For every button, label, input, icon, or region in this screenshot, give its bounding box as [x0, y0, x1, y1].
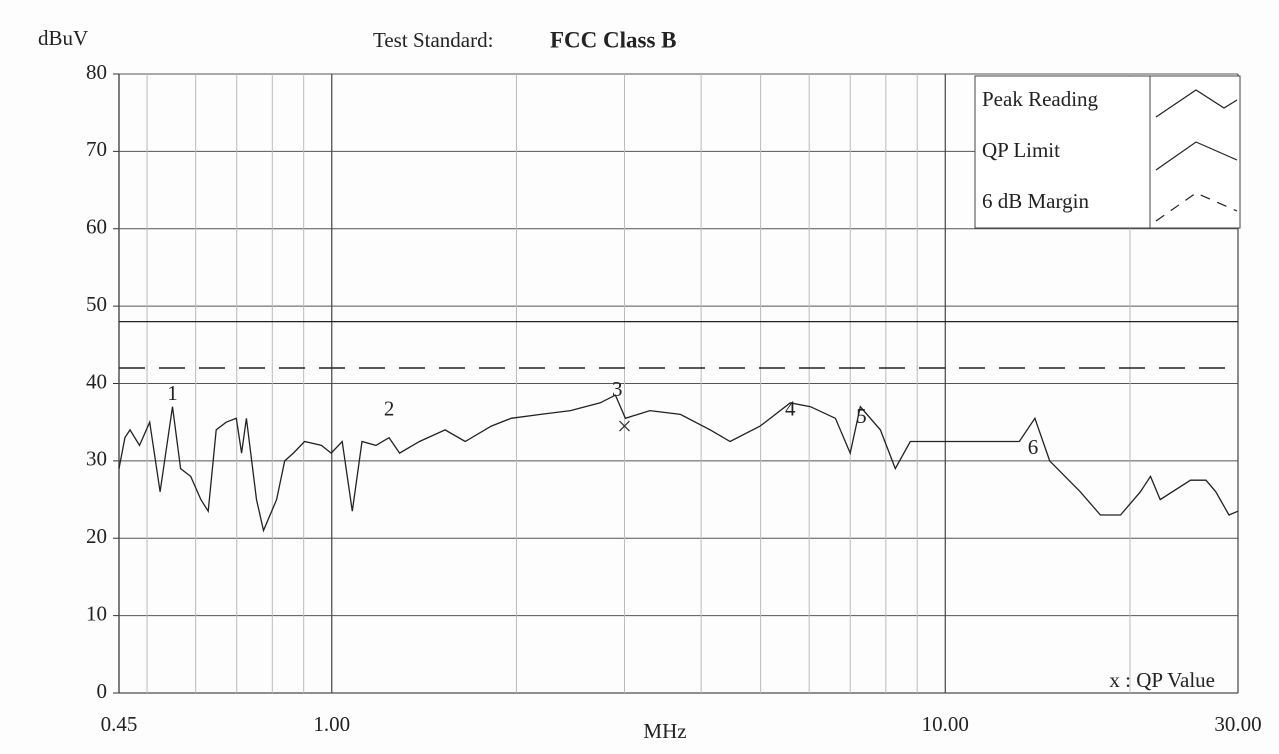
x-tick-label: 30.00 — [1214, 712, 1261, 736]
x-tick-label: 0.45 — [101, 712, 138, 736]
legend: Peak Reading QP Limit 6 dB Margin — [974, 75, 1241, 229]
legend-label: QP Limit — [982, 138, 1060, 162]
title-label: Test Standard: — [373, 28, 493, 52]
qp-note: x : QP Value — [1109, 668, 1215, 692]
y-tick-label: 10 — [86, 601, 107, 625]
peak-marker: 5 — [856, 404, 867, 428]
legend-swatch — [1155, 89, 1238, 118]
y-tick-label: 30 — [86, 447, 107, 471]
y-tick-label: 50 — [86, 292, 107, 316]
y-tick-label: 80 — [86, 60, 107, 84]
x-tick-label: 10.00 — [922, 712, 969, 736]
legend-swatch — [1155, 141, 1238, 171]
legend-label: 6 dB Margin — [982, 189, 1089, 213]
peak-marker: 1 — [167, 381, 178, 405]
series-line — [118, 394, 1239, 533]
peak-marker: 6 — [1028, 435, 1039, 459]
y-axis-label: dBuV — [38, 26, 88, 50]
legend-label: Peak Reading — [982, 87, 1099, 111]
peak-marker: 4 — [785, 396, 796, 420]
y-tick-label: 60 — [86, 215, 107, 239]
x-axis-label: MHz — [643, 719, 686, 743]
legend-box — [974, 75, 1241, 229]
peak-marker: 3 — [612, 377, 623, 401]
peak-marker: 2 — [384, 396, 395, 420]
y-tick-label: 40 — [86, 369, 107, 393]
legend-swatch — [1155, 192, 1238, 222]
qp-value — [619, 420, 630, 432]
y-tick-label: 70 — [86, 137, 107, 161]
y-tick-label: 0 — [97, 679, 108, 703]
y-tick-label: 20 — [86, 524, 107, 548]
chart-title: FCC Class B — [550, 27, 677, 52]
x-tick-label: 1.00 — [313, 712, 350, 736]
